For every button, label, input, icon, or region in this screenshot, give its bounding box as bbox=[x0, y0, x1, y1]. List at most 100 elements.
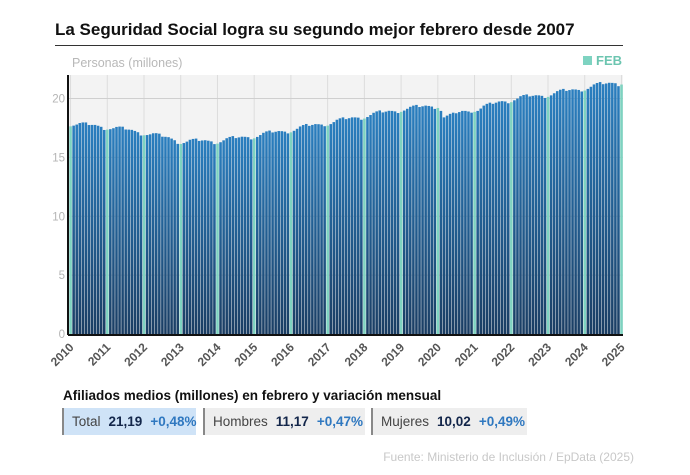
bar-month bbox=[228, 136, 232, 334]
y-tick-label: 0 bbox=[59, 329, 65, 341]
bar-month bbox=[109, 129, 112, 334]
bar-month bbox=[298, 126, 302, 335]
bar-month bbox=[479, 108, 483, 334]
bar-month bbox=[531, 95, 535, 334]
y-tick-label: 20 bbox=[52, 94, 65, 106]
bar-month bbox=[207, 140, 210, 334]
bar-month bbox=[589, 86, 593, 334]
bar-february bbox=[326, 125, 329, 334]
bar-month bbox=[81, 122, 85, 334]
bar-month bbox=[124, 129, 127, 334]
bar-month bbox=[445, 115, 449, 334]
stat-mujeres: Mujeres 10,02 +0,49% bbox=[371, 408, 527, 435]
bar-month bbox=[611, 82, 614, 334]
bar-month bbox=[540, 95, 544, 334]
bar-month bbox=[555, 91, 559, 335]
bar-month bbox=[568, 90, 571, 334]
bar-month bbox=[332, 122, 336, 334]
bar-month bbox=[93, 124, 97, 334]
bar-month bbox=[488, 102, 492, 334]
bar-month bbox=[454, 113, 458, 335]
bar-month bbox=[259, 135, 262, 334]
stat-value: 11,17 bbox=[275, 414, 309, 429]
bar-month bbox=[604, 83, 608, 334]
bar-month bbox=[360, 119, 363, 335]
bar-month bbox=[467, 111, 470, 334]
bar-month bbox=[476, 110, 479, 334]
x-tick-label: 2019 bbox=[378, 340, 407, 369]
bar-month bbox=[329, 124, 333, 334]
bar-month bbox=[494, 102, 498, 334]
bar-month bbox=[265, 131, 268, 334]
bar-february bbox=[583, 90, 587, 334]
bar-month bbox=[118, 126, 121, 334]
bar-month bbox=[249, 139, 253, 334]
bar-month bbox=[427, 105, 430, 334]
stat-label: Mujeres bbox=[381, 414, 430, 429]
summary-title: Afiliados medios (millones) en febrero y… bbox=[63, 388, 442, 403]
bar-month bbox=[136, 132, 140, 334]
bar-month bbox=[75, 124, 78, 335]
bar-february bbox=[399, 111, 403, 334]
bar-month bbox=[167, 137, 170, 334]
bar-month bbox=[405, 108, 409, 335]
stat-value: 10,02 bbox=[437, 414, 471, 429]
x-tick-label: 2011 bbox=[85, 340, 114, 369]
bar-february bbox=[179, 143, 183, 334]
bar-month bbox=[522, 95, 525, 334]
y-tick-label: 5 bbox=[59, 270, 65, 282]
bar-month bbox=[577, 89, 580, 335]
bar-month bbox=[188, 139, 192, 334]
bar-month bbox=[528, 96, 531, 334]
bar-month bbox=[525, 94, 528, 334]
bar-month bbox=[292, 130, 296, 334]
bar-month bbox=[96, 125, 100, 335]
bar-month bbox=[102, 129, 106, 334]
bar-month bbox=[470, 112, 473, 334]
x-tick-label: 2012 bbox=[121, 340, 150, 369]
bar-month bbox=[565, 90, 568, 334]
bar-month bbox=[283, 131, 287, 334]
bar-month bbox=[442, 117, 446, 334]
bar-month bbox=[222, 140, 225, 334]
bar-month bbox=[491, 103, 495, 334]
bar-february bbox=[363, 118, 366, 335]
bar-month bbox=[240, 136, 244, 334]
bar-february bbox=[289, 132, 293, 334]
bar-month bbox=[607, 82, 611, 335]
bar-month bbox=[121, 126, 124, 334]
bar-month bbox=[516, 98, 519, 334]
stat-label: Total bbox=[72, 414, 101, 429]
bar-month bbox=[90, 124, 94, 334]
bar-month bbox=[173, 140, 176, 334]
bar-month bbox=[158, 133, 161, 334]
x-tick-label: 2018 bbox=[342, 340, 371, 369]
bar-month bbox=[219, 142, 222, 334]
bar-month bbox=[381, 112, 385, 334]
bar-month bbox=[415, 104, 418, 334]
x-tick-label: 2010 bbox=[48, 340, 77, 369]
bar-month bbox=[344, 119, 348, 334]
y-axis-label: Personas (millones) bbox=[72, 56, 183, 70]
bar-month bbox=[384, 111, 388, 334]
bar-month bbox=[133, 130, 137, 334]
bar-february bbox=[436, 107, 440, 334]
bar-month bbox=[357, 117, 360, 334]
bar-february bbox=[546, 96, 550, 334]
bar-month bbox=[295, 128, 299, 334]
bar-month bbox=[301, 125, 305, 334]
bar-month bbox=[139, 135, 143, 334]
bar-month bbox=[197, 140, 201, 334]
x-tick-label: 2022 bbox=[489, 340, 518, 369]
bar-month bbox=[185, 141, 189, 334]
bar-month bbox=[366, 117, 369, 335]
bar-month bbox=[485, 103, 489, 334]
bar-month bbox=[482, 105, 486, 334]
bar-month bbox=[433, 108, 437, 334]
bar-month bbox=[592, 84, 596, 334]
bar-month bbox=[274, 131, 277, 334]
bar-month bbox=[320, 124, 323, 335]
bar-month bbox=[130, 129, 134, 334]
bar-month bbox=[390, 110, 394, 334]
stat-change: +0,48% bbox=[150, 414, 197, 429]
